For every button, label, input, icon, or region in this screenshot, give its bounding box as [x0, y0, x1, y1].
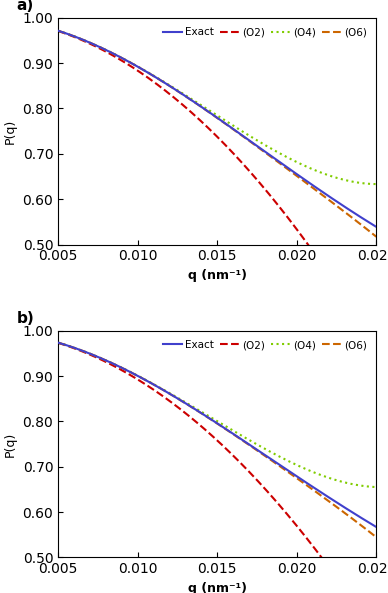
Exact: [57, 339, 62, 346]
(O2): [56, 27, 61, 34]
Text: a): a): [17, 0, 34, 13]
(O6): [324, 496, 329, 503]
(O4): [245, 131, 250, 138]
Exact: [251, 139, 255, 146]
(O6): [244, 135, 249, 142]
(O4): [344, 479, 349, 486]
Line: (O2): (O2): [58, 343, 376, 593]
(O6): [374, 534, 379, 541]
(O2): [57, 28, 62, 35]
(O4): [344, 177, 349, 184]
Exact: [324, 191, 329, 198]
(O6): [56, 339, 61, 346]
(O6): [244, 439, 249, 447]
(O6): [245, 136, 250, 144]
(O2): [374, 345, 379, 352]
Exact: [56, 339, 61, 346]
Text: b): b): [17, 311, 35, 326]
(O2): [244, 466, 249, 473]
(O4): [244, 435, 249, 442]
Y-axis label: P(q): P(q): [4, 432, 17, 457]
(O4): [244, 130, 249, 138]
Exact: [244, 135, 249, 142]
(O2): [251, 171, 255, 178]
Exact: [245, 136, 250, 143]
Exact: [245, 440, 250, 447]
Exact: [324, 492, 329, 499]
Exact: [374, 224, 379, 231]
Exact: [57, 27, 62, 34]
(O4): [56, 339, 61, 346]
(O2): [56, 339, 61, 346]
(O6): [56, 27, 61, 34]
(O2): [344, 588, 349, 593]
(O6): [324, 195, 329, 202]
(O4): [251, 135, 255, 142]
Line: Exact: Exact: [58, 343, 376, 527]
(O2): [344, 297, 349, 304]
(O2): [245, 165, 250, 173]
Line: Exact: Exact: [58, 31, 376, 227]
(O6): [57, 27, 62, 34]
Legend: Exact, (O2), (O4), (O6): Exact, (O2), (O4), (O6): [159, 336, 371, 354]
(O2): [57, 340, 62, 347]
X-axis label: q (nm⁻¹): q (nm⁻¹): [188, 269, 247, 282]
(O2): [245, 467, 250, 474]
Exact: [251, 444, 255, 451]
(O4): [324, 473, 329, 480]
Exact: [344, 205, 349, 212]
(O4): [374, 180, 379, 187]
(O6): [251, 140, 255, 147]
Line: (O4): (O4): [58, 31, 376, 184]
(O6): [344, 511, 349, 518]
(O2): [244, 164, 249, 171]
Exact: [56, 27, 61, 34]
(O4): [324, 171, 329, 178]
(O4): [57, 27, 62, 34]
Line: (O6): (O6): [58, 31, 376, 237]
X-axis label: q (nm⁻¹): q (nm⁻¹): [188, 582, 247, 593]
(O4): [251, 439, 255, 446]
(O4): [57, 339, 62, 346]
(O6): [344, 210, 349, 217]
Exact: [374, 524, 379, 531]
Line: (O2): (O2): [58, 31, 376, 349]
(O4): [56, 27, 61, 34]
Y-axis label: P(q): P(q): [4, 119, 17, 144]
Line: (O4): (O4): [58, 343, 376, 487]
(O6): [245, 441, 250, 448]
Legend: Exact, (O2), (O4), (O6): Exact, (O2), (O4), (O6): [159, 23, 371, 42]
(O2): [324, 267, 329, 274]
(O6): [57, 339, 62, 346]
(O2): [251, 472, 255, 479]
Line: (O6): (O6): [58, 343, 376, 537]
(O2): [324, 560, 329, 568]
(O4): [374, 483, 379, 490]
(O4): [245, 435, 250, 442]
(O6): [374, 233, 379, 240]
Exact: [344, 505, 349, 512]
Exact: [244, 439, 249, 447]
(O6): [251, 444, 255, 451]
